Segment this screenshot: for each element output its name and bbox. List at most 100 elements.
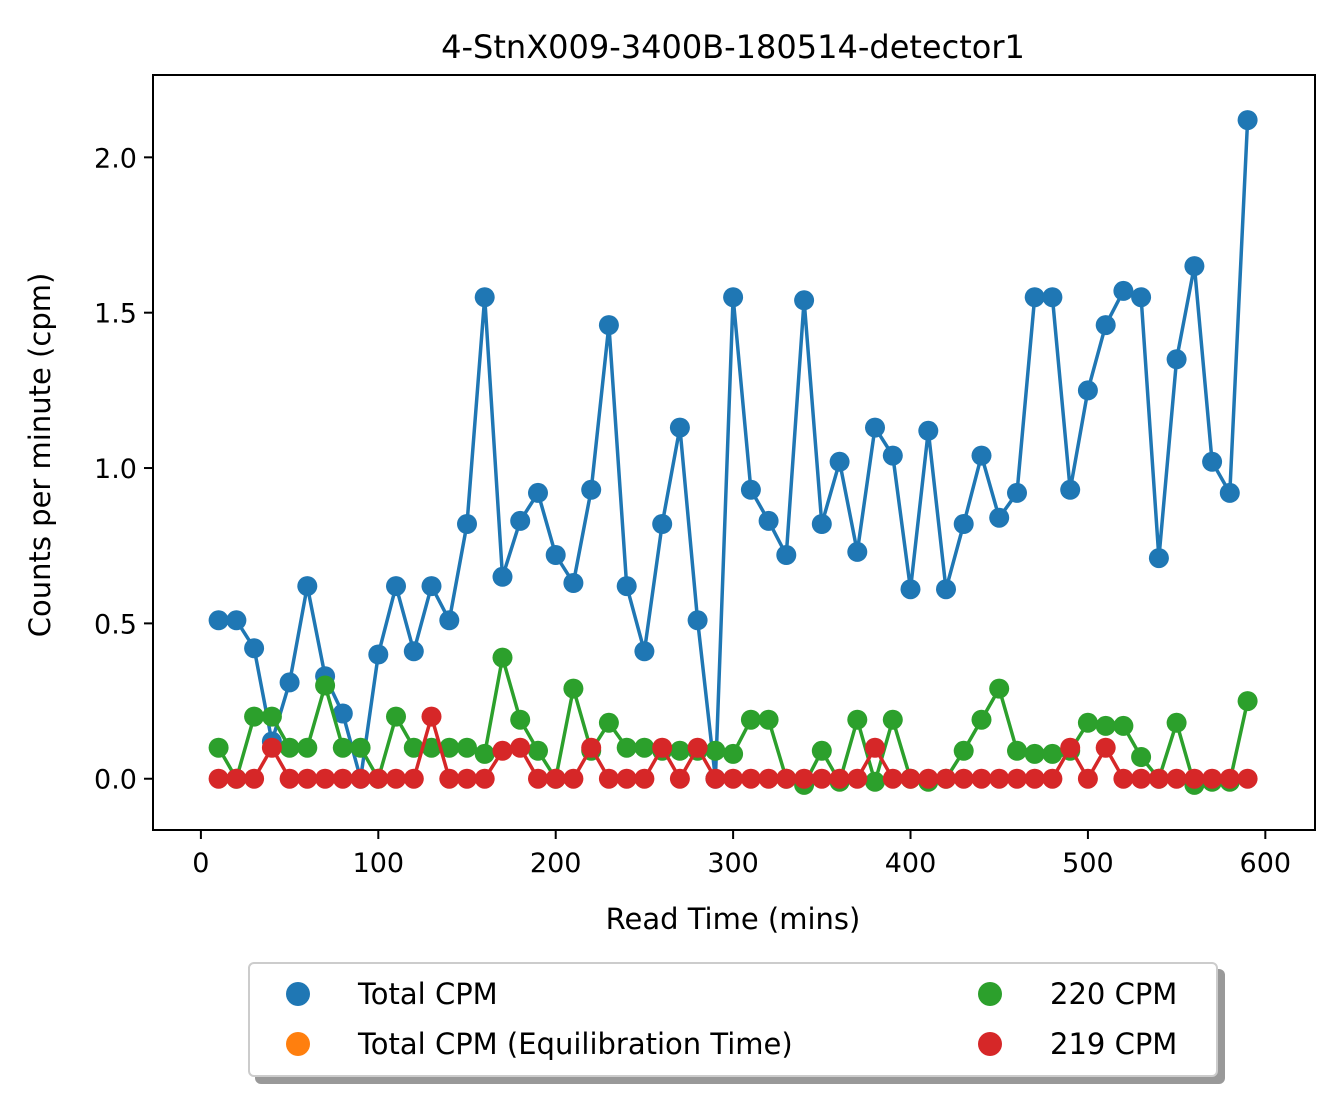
data-point-220-cpm bbox=[865, 771, 885, 792]
legend-label-220-cpm: 220 CPM bbox=[1050, 977, 1178, 1011]
data-point-total-cpm bbox=[758, 510, 779, 531]
data-point-219-cpm bbox=[563, 768, 584, 789]
data-point-219-cpm bbox=[900, 768, 921, 789]
plot-frame bbox=[152, 74, 1316, 831]
data-point-220-cpm bbox=[669, 740, 690, 761]
data-point-219-cpm bbox=[634, 768, 655, 789]
data-point-total-cpm bbox=[936, 579, 956, 600]
data-point-219-cpm bbox=[1042, 768, 1063, 789]
data-point-220-cpm bbox=[439, 737, 460, 758]
data-point-total-cpm bbox=[900, 579, 921, 600]
legend-item-220-cpm: 220 CPM bbox=[978, 974, 1177, 1014]
y-tick-label: 0.5 bbox=[94, 609, 137, 640]
data-point-220-cpm bbox=[1095, 715, 1116, 736]
data-point-219-cpm bbox=[386, 768, 406, 789]
data-point-total-cpm bbox=[1219, 482, 1240, 503]
data-point-total-cpm bbox=[368, 644, 389, 665]
legend-marker-total-cpm-equilibration bbox=[286, 1032, 310, 1056]
data-point-219-cpm bbox=[492, 740, 513, 761]
data-point-total-cpm bbox=[545, 545, 566, 565]
data-point-total-cpm bbox=[669, 417, 690, 438]
data-point-220-cpm bbox=[528, 740, 548, 761]
data-point-total-cpm bbox=[1148, 548, 1169, 569]
data-point-219-cpm bbox=[1024, 768, 1045, 789]
data-point-219-cpm bbox=[1007, 768, 1027, 789]
data-point-220-cpm bbox=[1131, 747, 1152, 767]
data-point-219-cpm bbox=[1113, 768, 1134, 789]
data-point-219-cpm bbox=[740, 768, 761, 789]
x-axis-label: Read Time (mins) bbox=[606, 902, 861, 936]
data-point-220-cpm bbox=[882, 709, 903, 730]
data-point-total-cpm bbox=[474, 287, 495, 308]
data-point-total-cpm bbox=[918, 420, 939, 441]
data-point-219-cpm bbox=[528, 768, 548, 789]
legend-marker-total-cpm bbox=[286, 982, 310, 1006]
data-point-220-cpm bbox=[1042, 743, 1063, 764]
data-point-220-cpm bbox=[705, 740, 726, 761]
data-point-total-cpm bbox=[971, 445, 992, 466]
data-point-total-cpm bbox=[1166, 349, 1187, 370]
data-point-219-cpm bbox=[1237, 768, 1258, 789]
data-point-total-cpm bbox=[1113, 280, 1134, 301]
data-point-219-cpm bbox=[403, 768, 424, 789]
data-point-220-cpm bbox=[616, 737, 637, 758]
data-point-total-cpm bbox=[563, 573, 584, 593]
data-point-total-cpm bbox=[492, 566, 513, 587]
data-point-total-cpm bbox=[208, 610, 229, 631]
data-point-220-cpm bbox=[1237, 691, 1258, 712]
data-point-220-cpm bbox=[403, 737, 424, 758]
data-point-219-cpm bbox=[758, 768, 779, 789]
data-point-219-cpm bbox=[315, 768, 336, 789]
data-point-219-cpm bbox=[1166, 768, 1187, 789]
data-point-total-cpm bbox=[1131, 287, 1152, 308]
data-point-219-cpm bbox=[474, 768, 495, 789]
data-point-219-cpm bbox=[457, 768, 477, 789]
legend-label-total-cpm: Total CPM bbox=[358, 977, 498, 1011]
data-point-220-cpm bbox=[492, 647, 513, 668]
data-point-219-cpm bbox=[1095, 737, 1116, 758]
data-point-220-cpm bbox=[989, 678, 1010, 699]
data-point-220-cpm bbox=[279, 737, 300, 758]
data-point-total-cpm bbox=[989, 507, 1010, 528]
data-point-219-cpm bbox=[261, 737, 282, 758]
data-point-220-cpm bbox=[953, 740, 974, 761]
data-point-220-cpm bbox=[261, 706, 282, 727]
data-point-219-cpm bbox=[208, 768, 229, 789]
data-point-total-cpm bbox=[598, 315, 619, 336]
data-point-219-cpm bbox=[350, 768, 371, 789]
data-point-total-cpm bbox=[244, 638, 265, 659]
data-point-219-cpm bbox=[936, 768, 956, 789]
data-point-220-cpm bbox=[563, 678, 584, 699]
legend-item-total-cpm-equilibration: Total CPM (Equilibration Time) bbox=[286, 1024, 793, 1064]
data-point-219-cpm bbox=[918, 768, 939, 789]
data-point-total-cpm bbox=[386, 576, 406, 597]
data-point-219-cpm bbox=[598, 768, 619, 789]
data-point-220-cpm bbox=[1024, 743, 1045, 764]
data-point-219-cpm bbox=[545, 768, 566, 789]
y-tick-label: 1.0 bbox=[94, 454, 137, 485]
axes: 0 100 200 300 400 500 600 0.0 0.5 1.0 1.5 2.0 bbox=[94, 143, 1291, 879]
y-tick-label: 2.0 bbox=[94, 143, 137, 174]
x-tick-label: 100 bbox=[353, 848, 405, 879]
data-point-total-cpm bbox=[634, 641, 655, 662]
legend-label-219-cpm: 219 CPM bbox=[1050, 1027, 1178, 1061]
data-point-total-cpm bbox=[811, 514, 832, 534]
plot-area bbox=[208, 110, 1258, 795]
data-point-total-cpm bbox=[528, 482, 548, 503]
data-point-220-cpm bbox=[723, 743, 744, 764]
data-point-219-cpm bbox=[865, 737, 885, 758]
data-point-219-cpm bbox=[1148, 768, 1169, 789]
data-point-total-cpm bbox=[510, 510, 531, 531]
data-point-total-cpm bbox=[829, 451, 850, 472]
legend-item-total-cpm: Total CPM bbox=[286, 974, 498, 1014]
data-point-220-cpm bbox=[758, 709, 779, 730]
data-point-total-cpm bbox=[581, 479, 602, 500]
data-point-219-cpm bbox=[989, 768, 1010, 789]
legend-item-219-cpm: 219 CPM bbox=[978, 1024, 1177, 1064]
x-tick-label: 500 bbox=[1062, 848, 1114, 879]
legend-marker-219-cpm bbox=[978, 1032, 1002, 1056]
data-point-220-cpm bbox=[634, 737, 655, 758]
x-tick-label: 200 bbox=[530, 848, 582, 879]
y-axis-label: Counts per minute (cpm) bbox=[23, 273, 57, 638]
